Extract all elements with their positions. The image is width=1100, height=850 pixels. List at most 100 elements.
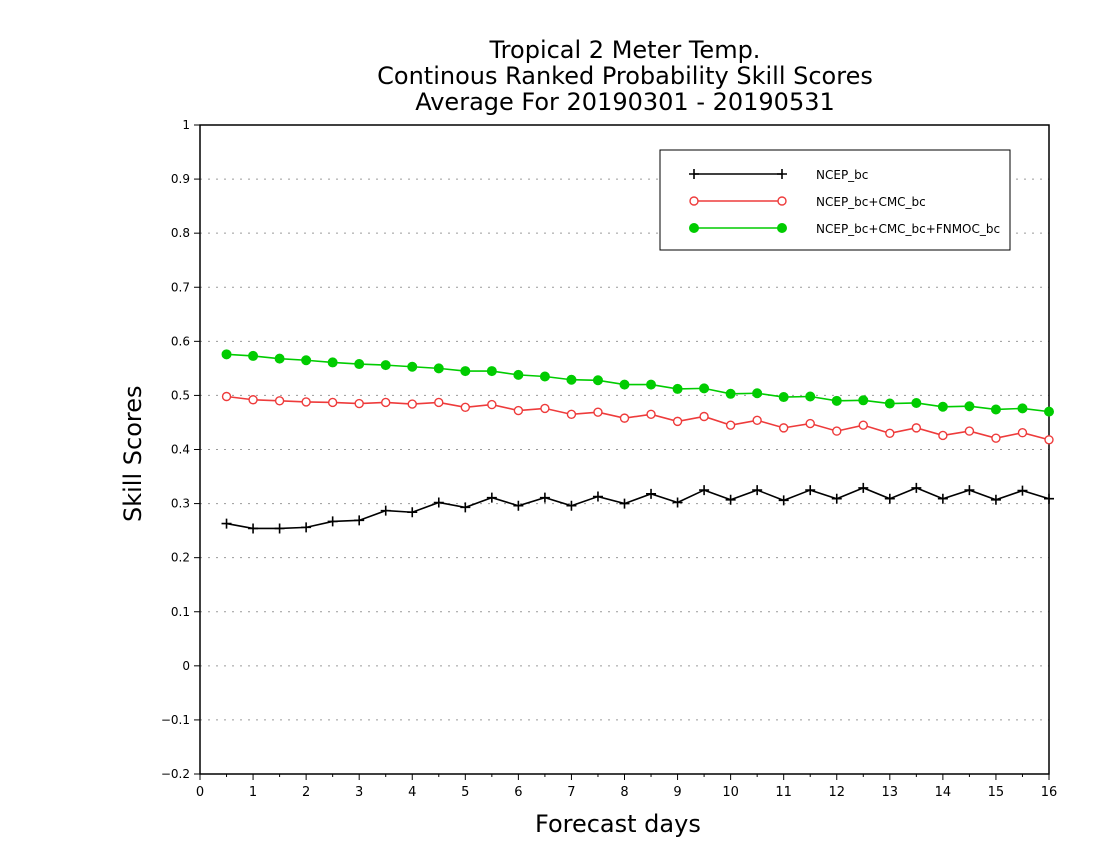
series-2-point [434, 397, 444, 408]
series-2-point [778, 423, 789, 433]
series-1-point [354, 515, 365, 526]
series-3-point [539, 371, 550, 382]
series-3-point [778, 392, 789, 403]
series-line-2 [226, 395, 1050, 441]
series-1-point [433, 497, 444, 508]
y-tick-label: 0.5 [171, 388, 190, 402]
series-2-point [752, 415, 762, 425]
series-3-point [592, 375, 603, 386]
series-1-point [911, 482, 922, 493]
series-3-point [725, 388, 736, 399]
x-axis-label: Forecast days [535, 810, 701, 838]
series-2-point [699, 411, 709, 422]
series-2-point [672, 416, 683, 427]
series-3-point [672, 383, 683, 394]
series-2-point [964, 426, 975, 436]
series-1-point [778, 495, 789, 506]
series-3-point [805, 391, 816, 402]
series-3-point [964, 401, 975, 412]
legend-marker [689, 169, 699, 179]
chart-title-line-2: Continous Ranked Probability Skill Score… [377, 62, 873, 90]
series-2-point [460, 402, 471, 413]
x-tick-label: 10 [722, 785, 739, 800]
series-3-point [327, 357, 338, 368]
y-tick-label: −0.2 [161, 767, 190, 781]
series-2-point [381, 397, 391, 408]
series-1-point [1017, 485, 1028, 496]
series-1-point [699, 485, 710, 496]
series-2-point [832, 426, 842, 436]
series-1-point [831, 493, 842, 504]
x-tick-label: 1 [249, 785, 257, 800]
x-tick-label: 6 [514, 785, 522, 800]
series-1-point [380, 505, 391, 516]
series-3-point [884, 398, 895, 409]
series-3-point [937, 401, 948, 412]
x-tick-label: 8 [620, 785, 628, 800]
series-2-point [354, 398, 364, 409]
series-3-point [460, 366, 471, 377]
series-1-point [937, 493, 948, 504]
series-3-point [407, 361, 418, 372]
series-3-point [911, 397, 922, 408]
series-1-point [805, 485, 816, 496]
x-tick-label: 7 [567, 785, 575, 800]
series-1-point [964, 485, 975, 496]
series-2-point [1044, 435, 1054, 445]
series-3-point [646, 379, 657, 390]
legend-marker [777, 169, 787, 179]
series-2-point [221, 391, 232, 402]
series-2-point [1017, 428, 1028, 438]
series-3-point [380, 360, 391, 371]
x-tick-label: 15 [988, 785, 1005, 800]
series-1-point [646, 488, 657, 499]
series-3-point [354, 359, 365, 370]
series-1-point [858, 482, 869, 493]
series-3-point [433, 363, 444, 374]
series-2-point [805, 418, 815, 429]
x-tick-label: 12 [828, 785, 845, 800]
series-1-point [884, 493, 895, 504]
series-1-point [301, 522, 312, 533]
series-1-point [619, 498, 630, 509]
series-3-point [699, 383, 710, 394]
y-tick-label: 0.4 [171, 443, 190, 457]
series-2-point [513, 405, 524, 416]
series-3-point [486, 366, 497, 377]
x-tick-label: 0 [196, 785, 204, 800]
y-tick-label: 0.7 [171, 280, 190, 294]
x-tick-label: 5 [461, 785, 469, 800]
x-tick-label: 16 [1041, 785, 1058, 800]
legend-label-3: NCEP_bc+CMC_bc+FNMOC_bc [816, 222, 1000, 236]
chart-title-line-3: Average For 20190301 - 20190531 [415, 88, 835, 116]
series-3-point [221, 349, 232, 360]
series-line-1 [226, 487, 1050, 530]
series-2-point [646, 409, 656, 420]
series-1-point [221, 518, 232, 529]
x-tick-label: 13 [882, 785, 899, 800]
series-1-point [566, 500, 577, 511]
series-2-point [407, 399, 417, 409]
series-2-point [487, 399, 497, 410]
series-2-point [566, 409, 577, 420]
series-2-point [991, 433, 1001, 443]
legend-marker [777, 223, 787, 233]
series-1-point [592, 491, 603, 502]
series-2-point [327, 397, 338, 408]
x-tick-label: 14 [935, 785, 952, 800]
y-tick-label: 0.3 [171, 497, 190, 511]
x-tick-label: 9 [673, 785, 681, 800]
series-2-point [274, 396, 285, 406]
series-3-point [831, 395, 842, 406]
legend-label-1: NCEP_bc [816, 168, 868, 182]
series-3-point [990, 404, 1001, 415]
x-tick-label: 11 [775, 785, 792, 800]
series-2-point [619, 413, 630, 423]
y-tick-label: 0.9 [171, 172, 190, 186]
series-1-point [407, 507, 418, 518]
series-1-point [990, 494, 1001, 505]
legend-marker [777, 196, 787, 206]
chart-title-line-1: Tropical 2 Meter Temp. [489, 36, 761, 64]
y-tick-label: −0.1 [161, 713, 190, 727]
